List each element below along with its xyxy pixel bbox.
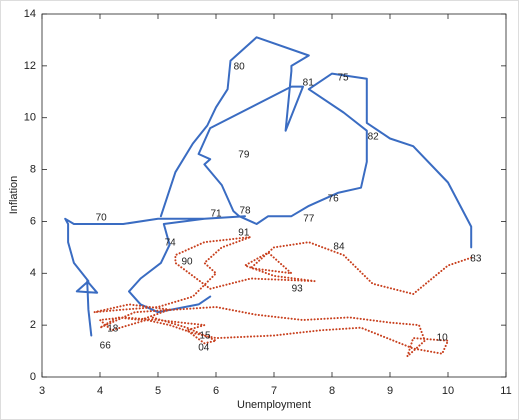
x-tick-label: 5 xyxy=(155,385,161,397)
y-tick-label: 0 xyxy=(30,371,36,383)
x-tick-label: 9 xyxy=(387,385,393,397)
point-label: 90 xyxy=(181,257,193,268)
y-tick-label: 6 xyxy=(30,215,36,227)
point-label: 78 xyxy=(239,206,251,217)
x-tick-label: 10 xyxy=(442,385,454,397)
y-axis-label: Inflation xyxy=(8,176,20,215)
point-label: 75 xyxy=(337,72,349,83)
x-tick-label: 8 xyxy=(329,385,335,397)
y-tick-label: 14 xyxy=(24,8,36,20)
point-label: 70 xyxy=(96,212,108,223)
y-tick-label: 10 xyxy=(24,112,36,124)
point-label: 80 xyxy=(234,61,246,72)
y-tick-label: 12 xyxy=(24,60,36,72)
point-label: 18 xyxy=(107,324,119,335)
x-tick-label: 7 xyxy=(271,385,277,397)
x-tick-label: 3 xyxy=(39,385,45,397)
x-tick-label: 11 xyxy=(500,385,511,397)
x-tick-label: 6 xyxy=(213,385,219,397)
series-line xyxy=(93,236,473,358)
point-label: 83 xyxy=(470,253,482,264)
point-label: 77 xyxy=(303,213,315,224)
point-label: 81 xyxy=(303,77,315,88)
point-label: 71 xyxy=(210,208,222,219)
y-tick-label: 4 xyxy=(30,267,36,279)
series-line xyxy=(64,36,473,337)
point-label: 74 xyxy=(165,238,177,249)
point-label: 15 xyxy=(199,331,211,342)
point-label: 10 xyxy=(437,333,449,344)
x-axis-label: Unemployment xyxy=(237,399,311,411)
point-label: 84 xyxy=(333,241,345,252)
point-label: 91 xyxy=(238,227,250,238)
point-label: 66 xyxy=(100,341,112,352)
point-label: 82 xyxy=(368,131,380,142)
y-tick-label: 2 xyxy=(30,319,36,331)
x-tick-label: 4 xyxy=(97,385,103,397)
point-label: 04 xyxy=(198,343,210,354)
point-label: 79 xyxy=(238,149,250,160)
point-label: 93 xyxy=(292,283,304,294)
point-label: 76 xyxy=(328,194,340,205)
y-tick-label: 8 xyxy=(30,163,36,175)
